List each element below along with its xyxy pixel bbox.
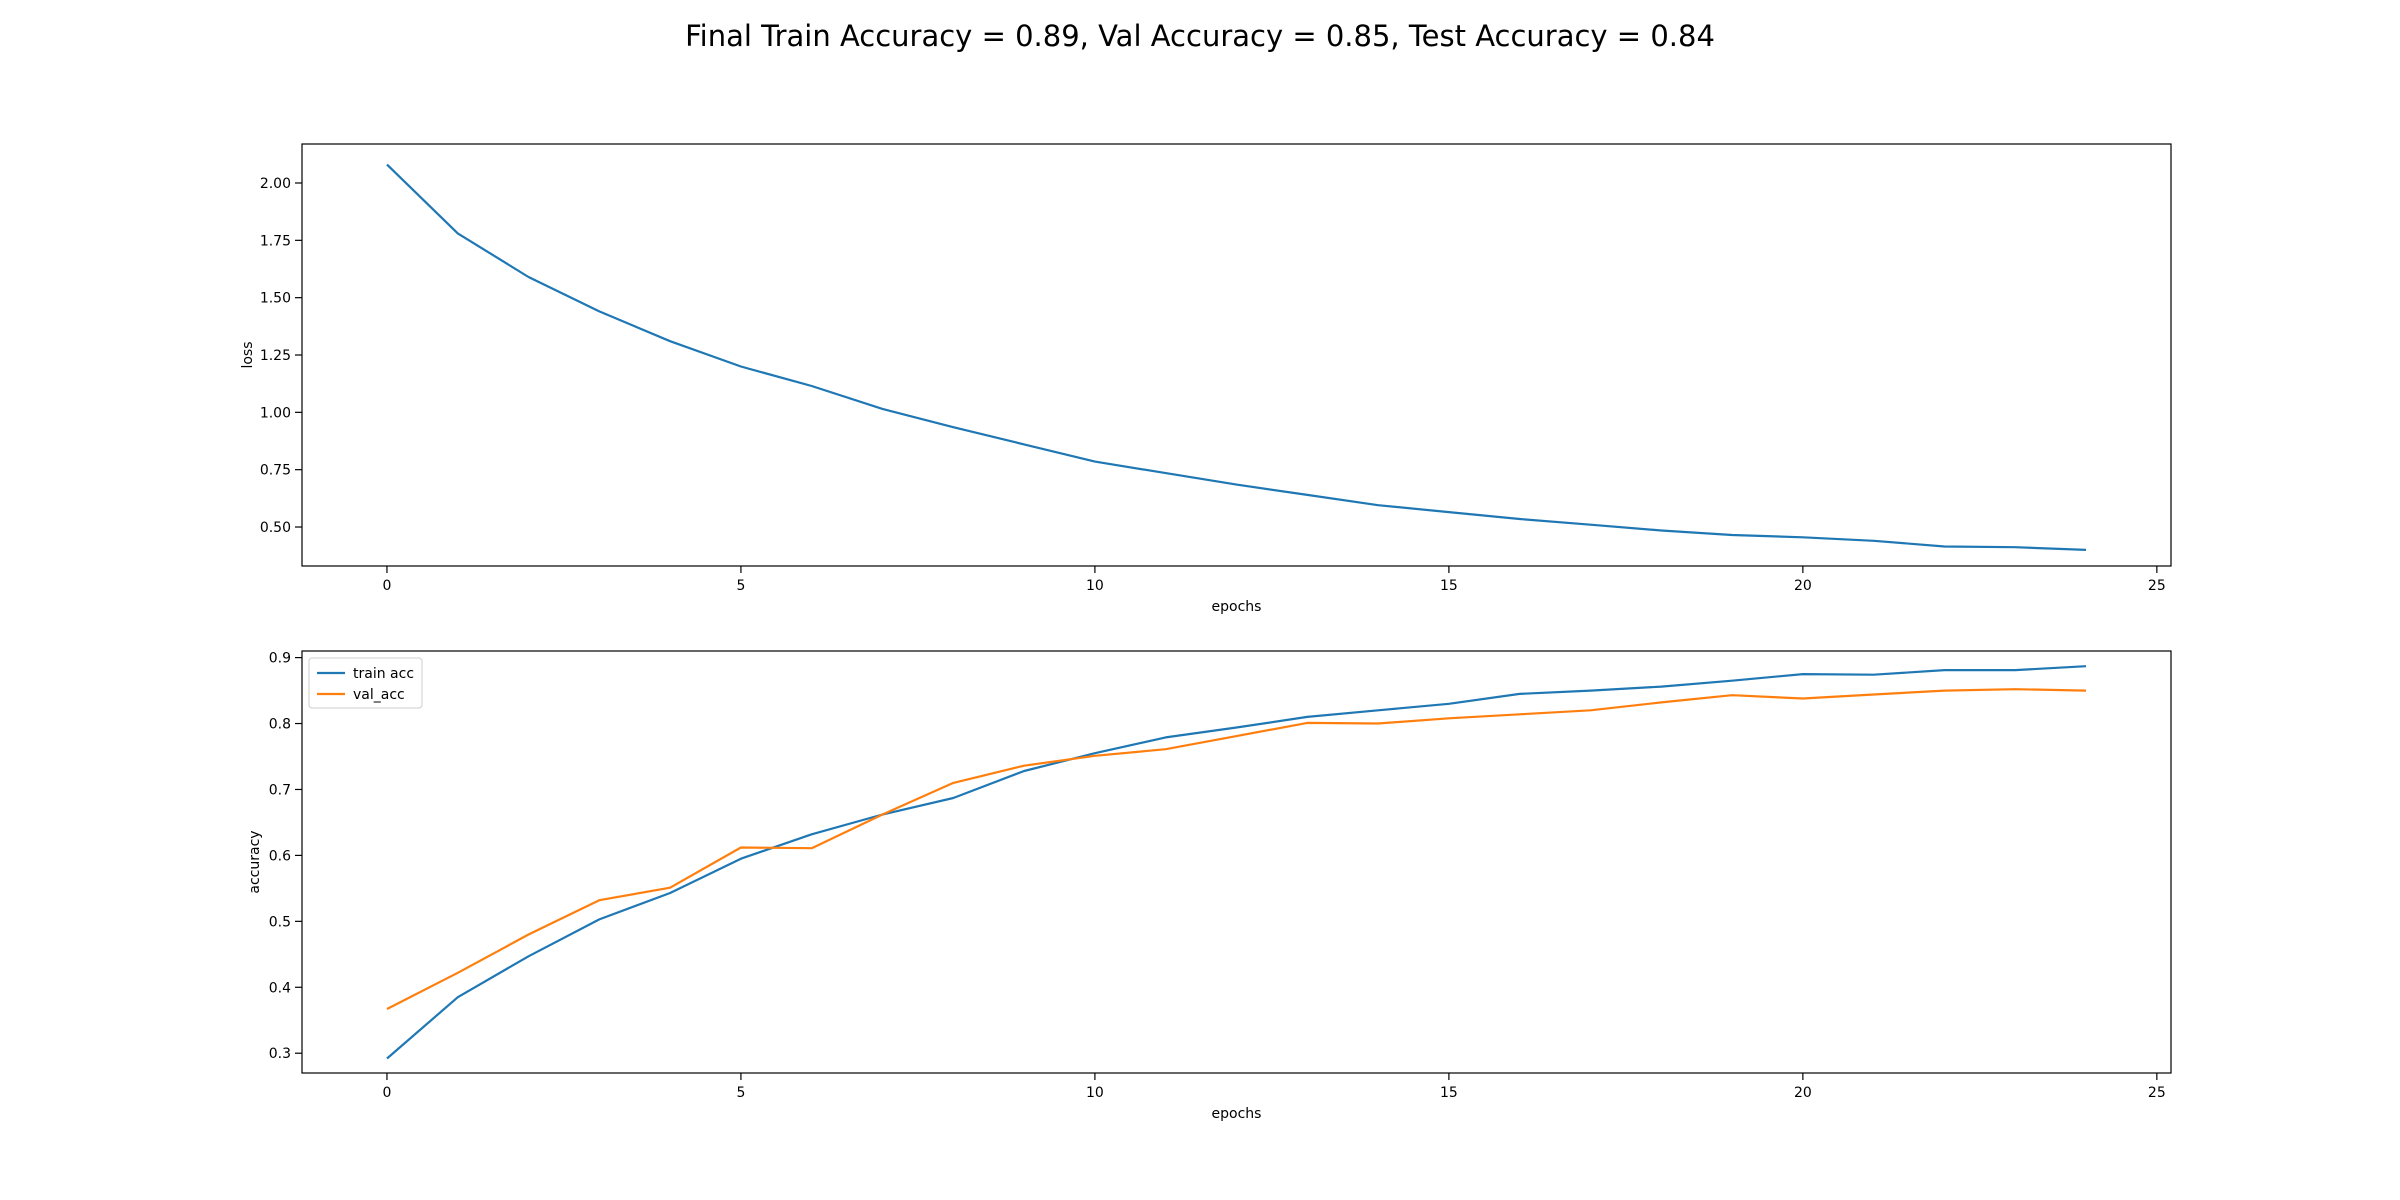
y-tick-label: 0.75 xyxy=(260,463,291,479)
y-tick-label: 0.6 xyxy=(269,848,291,864)
series-line xyxy=(386,163,2087,551)
y-tick-label: 0.4 xyxy=(269,980,291,996)
legend-label: train acc xyxy=(353,666,414,682)
y-tick-label: 1.75 xyxy=(260,233,291,249)
y-tick-label: 0.7 xyxy=(269,782,291,798)
y-tick-label: 0.8 xyxy=(269,717,291,733)
x-tick-label: 10 xyxy=(1086,1085,1104,1101)
axes-frame xyxy=(301,650,2172,1074)
y-tick-label: 0.9 xyxy=(269,651,291,667)
x-axis-label: epochs xyxy=(1212,599,1262,615)
y-axis-label: loss xyxy=(240,341,256,368)
x-tick-label: 15 xyxy=(1440,578,1458,594)
y-tick-label: 0.3 xyxy=(269,1046,291,1062)
x-tick-label: 5 xyxy=(736,578,745,594)
y-tick-label: 1.25 xyxy=(260,348,291,364)
series-line xyxy=(386,665,2087,1060)
axes-frame xyxy=(301,143,2172,567)
x-tick-label: 0 xyxy=(382,1085,391,1101)
x-tick-label: 20 xyxy=(1794,578,1812,594)
x-tick-label: 25 xyxy=(2148,578,2166,594)
x-tick-label: 25 xyxy=(2148,1085,2166,1101)
y-tick-label: 0.5 xyxy=(269,914,291,930)
y-tick-label: 2.00 xyxy=(260,176,291,192)
legend-box xyxy=(308,657,423,709)
figure-title: Final Train Accuracy = 0.89, Val Accurac… xyxy=(685,19,1715,53)
y-tick-label: 0.50 xyxy=(260,520,291,536)
y-tick-label: 1.50 xyxy=(260,291,291,307)
x-tick-label: 5 xyxy=(736,1085,745,1101)
y-axis-label: accuracy xyxy=(247,830,263,893)
accuracy-subplot: 0 5 10 15 20 25 0.3 0.4 0.5 0.6 0.7 0.8 0.9 epochs acc… xyxy=(247,650,2172,1122)
x-tick-label: 10 xyxy=(1086,578,1104,594)
loss-subplot: 0 5 10 15 20 25 0.50 0.75 1.00 1.25 1.50 1.75 2.00 ep… xyxy=(240,143,2172,615)
y-tick-label: 1.00 xyxy=(260,405,291,421)
x-tick-label: 0 xyxy=(382,578,391,594)
series-line xyxy=(386,688,2087,1010)
x-tick-label: 15 xyxy=(1440,1085,1458,1101)
x-axis-label: epochs xyxy=(1212,1106,1262,1122)
legend-label: val_acc xyxy=(353,687,405,703)
x-tick-label: 20 xyxy=(1794,1085,1812,1101)
